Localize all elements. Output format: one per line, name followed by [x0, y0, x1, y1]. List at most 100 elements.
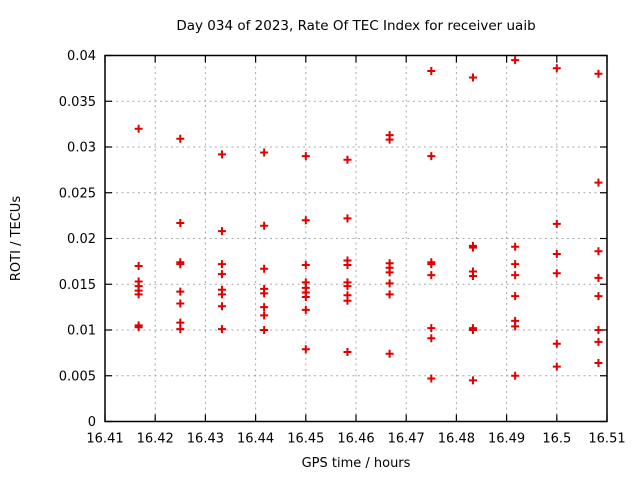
data-point-marker: [217, 302, 226, 311]
data-point-marker: [511, 322, 520, 331]
y-tick-label: 0.01: [67, 324, 96, 339]
data-point-marker: [301, 216, 310, 225]
data-point-marker: [343, 155, 352, 164]
x-tick-label: 16.48: [438, 432, 475, 447]
data-point-marker: [385, 290, 394, 299]
data-point-marker: [427, 334, 436, 343]
x-tick-label: 16.46: [337, 432, 374, 447]
data-point-marker: [301, 345, 310, 354]
data-point-marker: [260, 303, 269, 312]
x-tick-label: 16.44: [237, 432, 274, 447]
data-point-marker: [468, 272, 477, 281]
data-point-marker: [427, 260, 436, 269]
data-point-marker: [594, 337, 603, 346]
data-point-marker: [468, 376, 477, 385]
data-point-marker: [217, 325, 226, 334]
data-point-marker: [217, 260, 226, 269]
x-tick-label: 16.45: [287, 432, 324, 447]
data-point-marker: [260, 148, 269, 157]
data-point-marker: [511, 260, 520, 269]
x-tick-label: 16.51: [588, 432, 625, 447]
data-point-marker: [511, 371, 520, 380]
data-point-marker: [511, 56, 520, 65]
x-tick-label: 16.47: [388, 432, 425, 447]
data-point-marker: [468, 73, 477, 82]
data-point-marker: [260, 221, 269, 230]
data-point-marker: [427, 324, 436, 333]
y-tick-label: 0.035: [59, 95, 96, 110]
data-point-marker: [594, 69, 603, 78]
data-point-marker: [552, 269, 561, 278]
data-point-marker: [134, 323, 143, 332]
data-point-marker: [594, 326, 603, 334]
data-point-marker: [176, 260, 185, 269]
data-point-marker: [134, 290, 143, 299]
data-point-marker: [176, 218, 185, 227]
x-tick-label: 16.49: [488, 432, 525, 447]
y-tick-label: 0.03: [67, 141, 96, 156]
data-point-marker: [260, 311, 269, 320]
data-point-marker: [217, 270, 226, 279]
data-point-marker: [385, 135, 394, 144]
data-point-marker: [511, 271, 520, 280]
y-axis-label: ROTI / TECUs: [9, 196, 24, 281]
x-tick-label: 16.41: [86, 432, 123, 447]
data-point-marker: [511, 292, 520, 301]
x-axis-label: GPS time / hours: [302, 456, 411, 471]
data-point-marker: [176, 134, 185, 143]
data-point-marker: [427, 152, 436, 161]
x-tick-label: 16.42: [137, 432, 174, 447]
data-point-marker: [134, 261, 143, 270]
data-point-marker: [176, 325, 185, 334]
data-point-marker: [260, 326, 269, 334]
data-point-marker: [552, 339, 561, 348]
y-tick-label: 0.025: [59, 186, 96, 201]
data-point-marker: [343, 261, 352, 270]
data-point-marker: [301, 293, 310, 302]
data-point-marker: [594, 358, 603, 367]
data-point-marker: [594, 273, 603, 282]
data-point-marker: [552, 250, 561, 259]
y-tick-label: 0.04: [67, 49, 96, 64]
data-point-marker: [427, 67, 436, 76]
y-tick-label: 0.005: [59, 369, 96, 384]
data-point-marker: [260, 264, 269, 273]
data-point-marker: [385, 279, 394, 288]
data-point-marker: [343, 214, 352, 223]
data-point-marker: [427, 271, 436, 280]
data-point-marker: [468, 243, 477, 252]
data-point-marker: [594, 247, 603, 256]
chart-title: Day 034 of 2023, Rate Of TEC Index for r…: [176, 18, 535, 34]
x-tick-label: 16.43: [187, 432, 224, 447]
data-point-marker: [594, 178, 603, 187]
data-point-marker: [301, 305, 310, 314]
data-point-marker: [343, 347, 352, 356]
data-point-marker: [511, 242, 520, 251]
data-point-marker: [427, 374, 436, 383]
y-tick-label: 0.015: [59, 278, 96, 293]
data-point-marker: [385, 349, 394, 358]
data-point-marker: [217, 150, 226, 159]
data-point-marker: [176, 299, 185, 308]
data-point-marker: [552, 64, 561, 73]
data-point-marker: [343, 296, 352, 305]
data-point-marker: [468, 326, 477, 334]
data-point-marker: [301, 261, 310, 270]
data-point-marker: [134, 124, 143, 133]
data-point-marker: [176, 287, 185, 296]
data-point-marker: [552, 219, 561, 228]
data-point-marker: [260, 289, 269, 298]
data-point-marker: [217, 227, 226, 236]
plot-area: 16.41 16.42 16.43 16.44 16.45 16.46 16.47 16.48…: [59, 49, 626, 447]
data-point-marker: [385, 268, 394, 277]
data-point-marker: [594, 292, 603, 301]
data-point-marker: [301, 152, 310, 161]
y-tick-label: 0.02: [67, 232, 96, 247]
x-tick-label: 16.5: [542, 432, 571, 447]
y-tick-label: 0: [88, 415, 96, 430]
data-point-marker: [343, 282, 352, 291]
data-point-marker: [217, 290, 226, 299]
data-point-marker: [552, 362, 561, 371]
